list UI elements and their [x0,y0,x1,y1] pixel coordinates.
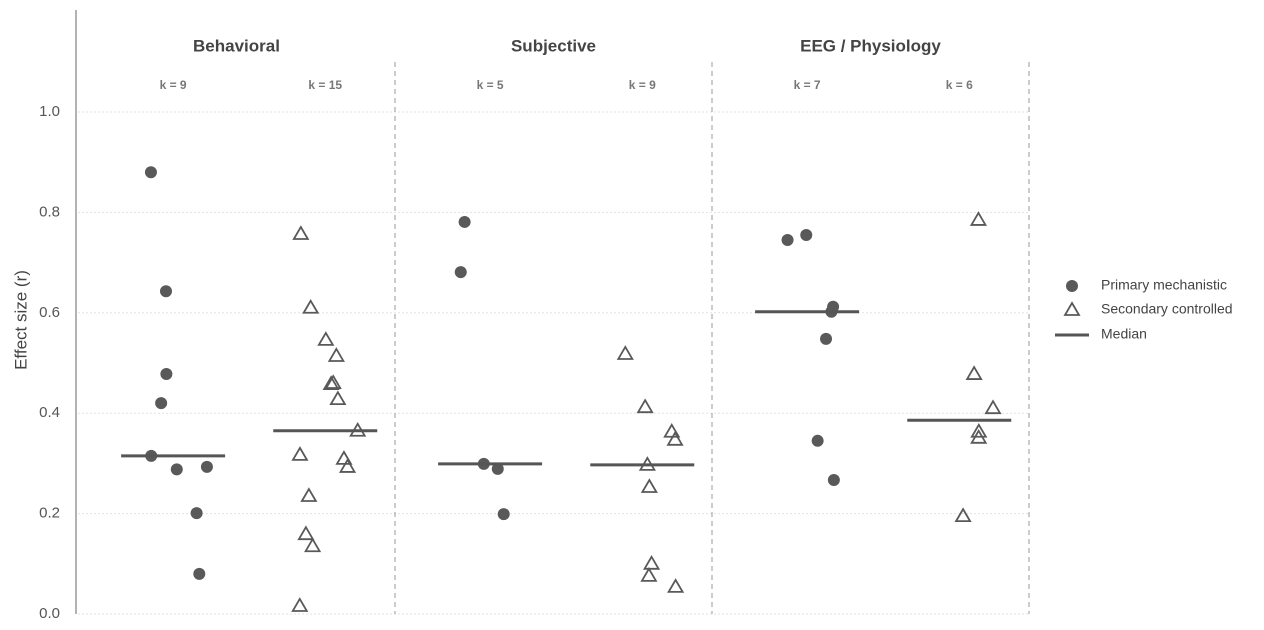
k-label: k = 5 [477,78,504,92]
legend-marker [1063,301,1081,316]
k-label: k = 15 [308,78,342,92]
point [666,431,684,446]
point [193,567,206,580]
y-tick-label: 0.6 [39,304,60,321]
point [965,365,983,380]
point [291,597,309,612]
panel-title: Subjective [511,36,596,55]
point [781,234,794,247]
point [970,422,988,438]
point [159,285,172,298]
point [827,473,840,486]
point [297,525,315,541]
y-tick-label: 0.4 [39,404,60,421]
k-label: k = 6 [946,78,973,92]
point [616,345,634,360]
point [640,478,658,493]
point [327,347,345,362]
legend-label: Secondary controlled [1101,301,1233,317]
panel-title: Behavioral [193,36,280,55]
point [144,166,157,179]
point [667,578,685,593]
point [969,211,988,226]
point [155,397,168,410]
point [954,507,972,523]
point [292,225,310,240]
k-label: k = 9 [629,78,656,92]
y-tick-label: 0.2 [39,505,60,522]
point [322,375,340,390]
point [335,450,353,465]
point [497,508,510,521]
point [304,537,322,553]
point [454,266,467,279]
point [170,463,183,476]
point [642,555,661,570]
legend-label: Median [1101,326,1147,342]
point [800,228,813,241]
y-axis-label: Effect size (r) [11,270,30,370]
point [160,368,173,381]
legend-marker [1066,280,1078,292]
point [324,374,342,389]
k-label: k = 7 [794,78,821,92]
legend-label: Primary mechanistic [1101,277,1227,293]
y-tick-label: 0.8 [39,203,60,220]
point [200,460,213,473]
point [811,434,824,447]
point [291,446,309,461]
y-tick-label: 1.0 [39,103,60,120]
point [458,215,471,228]
point [300,487,318,502]
point [491,462,504,475]
point [338,458,357,473]
point [820,332,833,345]
point [984,399,1002,415]
panel-title: EEG / Physiology [800,36,941,55]
point [329,390,347,406]
point [970,429,988,444]
y-tick-label: 0.0 [39,605,60,622]
point [640,567,658,582]
point [302,298,320,314]
point [317,331,335,346]
point [636,398,654,414]
k-label: k = 9 [160,78,187,92]
point [190,507,203,520]
